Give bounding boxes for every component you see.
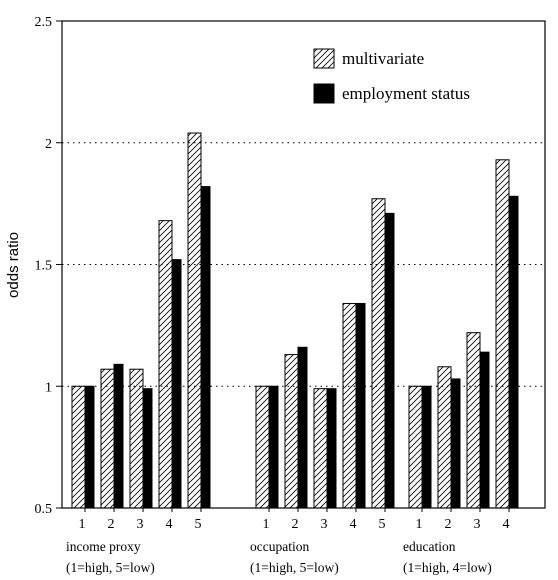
y-tick-label: 2 (45, 137, 52, 152)
bar-multivariate (313, 388, 328, 509)
x-tick-label: 1 (416, 517, 423, 532)
group-labels: income proxy (1=high, 5=low) occupation (1=… (66, 539, 492, 575)
bar-multivariate (371, 198, 386, 509)
legend: multivariate employment status (313, 48, 470, 104)
bar-multivariate (100, 368, 115, 509)
bar-employment-status (421, 385, 432, 509)
bar-multivariate (71, 385, 86, 509)
legend-label-employment-status: employment status (342, 84, 470, 103)
group-label-name: occupation (250, 539, 309, 554)
bar-multivariate (255, 385, 270, 509)
group-label-range: (1=high, 5=low) (250, 560, 339, 575)
bar-employment-status (200, 186, 211, 509)
y-tick-label: 2.5 (35, 15, 53, 30)
y-axis-ticks: 0.5 1 1.5 2 2.5 (35, 15, 62, 517)
x-tick-label: 3 (474, 517, 481, 532)
x-tick-label: 4 (350, 517, 357, 532)
bar-employment-status (384, 212, 395, 509)
y-tick-label: 0.5 (35, 502, 53, 517)
bar-multivariate (408, 385, 423, 509)
bar-employment-status (113, 363, 124, 509)
bar-multivariate (495, 159, 510, 509)
group-label-name: income proxy (66, 539, 141, 554)
bars (71, 132, 519, 509)
legend-swatch-multivariate (313, 48, 335, 69)
x-tick-label: 2 (108, 517, 115, 532)
x-tick-label: 4 (166, 517, 173, 532)
bar-employment-status (326, 388, 337, 509)
x-tick-label: 2 (292, 517, 299, 532)
x-tick-label: 1 (263, 517, 270, 532)
y-tick-label: 1 (45, 380, 52, 395)
x-tick-label: 3 (321, 517, 328, 532)
bar-multivariate (187, 132, 202, 509)
bar-multivariate (342, 302, 357, 509)
y-axis-label: odds ratio (5, 232, 22, 298)
bar-multivariate (466, 332, 481, 509)
bar-employment-status (142, 388, 153, 509)
x-tick-label: 3 (137, 517, 144, 532)
x-axis-ticks: 1 2 3 4 5 1 2 3 4 5 1 2 3 4 (79, 508, 510, 532)
bar-employment-status (297, 346, 308, 509)
bar-employment-status (171, 259, 182, 509)
y-tick-label: 1.5 (35, 259, 53, 274)
bar-multivariate (158, 220, 173, 509)
bar-multivariate (129, 368, 144, 509)
bar-employment-status (355, 302, 366, 509)
group-label-range: (1=high, 4=low) (403, 560, 492, 575)
grid-lines (62, 142, 545, 387)
bar-multivariate (437, 366, 452, 509)
bar-multivariate (284, 354, 299, 509)
bar-employment-status (84, 385, 95, 509)
bar-employment-status (268, 385, 279, 509)
bar-employment-status (479, 351, 490, 509)
legend-label-multivariate: multivariate (342, 49, 424, 68)
x-tick-label: 4 (503, 517, 510, 532)
bar-employment-status (450, 378, 461, 509)
x-tick-label: 1 (79, 517, 86, 532)
group-label-name: education (403, 539, 456, 554)
group-label-range: (1=high, 5=low) (66, 560, 155, 575)
x-tick-label: 2 (445, 517, 452, 532)
x-tick-label: 5 (195, 517, 202, 532)
x-tick-label: 5 (379, 517, 386, 532)
bar-employment-status (508, 195, 519, 509)
legend-swatch-employment-status (313, 83, 335, 104)
